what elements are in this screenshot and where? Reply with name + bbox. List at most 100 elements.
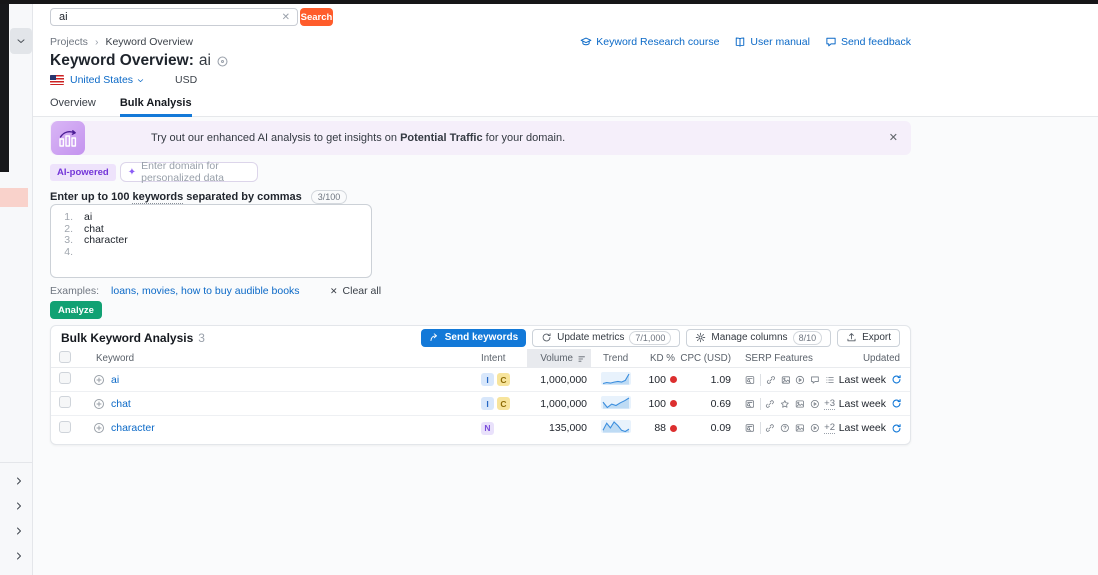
analyze-button[interactable]: Analyze bbox=[50, 301, 102, 319]
serp-divider bbox=[759, 422, 761, 434]
left-rail-dark-strip bbox=[0, 4, 9, 172]
row-checkbox[interactable] bbox=[59, 396, 71, 408]
send-feedback-link[interactable]: Send feedback bbox=[825, 36, 911, 48]
chart-doodle-icon bbox=[51, 121, 85, 155]
featured-snippet-icon bbox=[745, 399, 754, 408]
row-checkbox[interactable] bbox=[59, 420, 71, 433]
examples-label: Examples: bbox=[50, 285, 100, 297]
video-icon bbox=[796, 375, 805, 384]
banner-close-icon[interactable]: ✕ bbox=[888, 132, 898, 144]
bulk-keyword-analysis-panel: Bulk Keyword Analysis 3 Send keywords Up… bbox=[50, 325, 911, 445]
feedback-bubble-icon bbox=[826, 37, 836, 47]
serp-features[interactable]: +3 bbox=[735, 397, 836, 410]
intent-badge-navigational[interactable]: N bbox=[481, 421, 494, 435]
serp-features[interactable] bbox=[735, 373, 835, 386]
ai-powered-badge: AI-powered bbox=[50, 163, 116, 181]
sidebar-collapse-button[interactable] bbox=[10, 28, 32, 54]
refresh-icon bbox=[892, 375, 901, 384]
export-button[interactable]: Export bbox=[837, 328, 900, 347]
graduation-cap-icon bbox=[580, 37, 592, 46]
clear-icon: ✕ bbox=[330, 285, 338, 296]
table-body: ai I C 1,000,000 100 1.09 Last week chat I C 1,000… bbox=[51, 368, 910, 440]
chevron-right-icon bbox=[17, 527, 21, 535]
clear-search-icon[interactable]: ✕ bbox=[281, 12, 290, 23]
rail-expand-button-2[interactable] bbox=[12, 499, 26, 513]
keywords-term[interactable]: keywords bbox=[132, 190, 184, 204]
tab-overview[interactable]: Overview bbox=[50, 97, 96, 109]
col-keyword[interactable]: Keyword bbox=[96, 353, 135, 364]
intent-badge-informational[interactable]: I bbox=[481, 397, 494, 410]
circle-plus-icon bbox=[94, 423, 104, 433]
keyword-line: 1. ai bbox=[64, 211, 93, 223]
video-icon bbox=[810, 423, 819, 433]
intent-badge-informational[interactable]: I bbox=[481, 373, 494, 386]
updated-value: Last week bbox=[838, 422, 886, 434]
updated-value: Last week bbox=[838, 397, 886, 410]
cpc-value: 1.09 bbox=[710, 373, 731, 386]
breadcrumb-keyword-overview: Keyword Overview bbox=[105, 36, 193, 48]
cpc-value: 0.69 bbox=[710, 397, 731, 410]
trend-sparkline bbox=[602, 397, 630, 408]
featured-snippet-icon bbox=[745, 375, 755, 384]
rail-expand-button-4[interactable] bbox=[12, 549, 26, 563]
keywords-counter-badge: 3/100 bbox=[310, 190, 348, 204]
col-trend[interactable]: Trend bbox=[603, 353, 629, 364]
col-updated[interactable]: Updated bbox=[862, 353, 900, 364]
col-kd[interactable]: KD % bbox=[649, 353, 675, 364]
row-checkbox[interactable] bbox=[59, 372, 71, 384]
send-keywords-button[interactable]: Send keywords bbox=[420, 328, 527, 347]
serp-more-count[interactable]: +3 bbox=[824, 397, 836, 410]
keyword-line: 2. chat bbox=[64, 222, 104, 235]
manage-columns-button[interactable]: Manage columns 8/10 bbox=[686, 328, 832, 347]
chevron-down-icon bbox=[17, 39, 25, 43]
intent-badge-commercial[interactable]: C bbox=[497, 397, 510, 410]
breadcrumb-projects[interactable]: Projects bbox=[50, 36, 88, 48]
country-selector[interactable]: United States bbox=[70, 74, 145, 86]
keywords-textarea[interactable]: 1. ai 2. chat 3. character 4. bbox=[50, 204, 372, 278]
serp-more-count[interactable]: +2 bbox=[824, 422, 836, 434]
keyword-link[interactable]: ai bbox=[111, 373, 120, 386]
keyword-link[interactable]: character bbox=[111, 422, 155, 434]
book-icon bbox=[736, 37, 745, 47]
image-icon bbox=[781, 375, 790, 384]
image-icon bbox=[795, 399, 804, 408]
rail-expand-button-1[interactable] bbox=[12, 474, 26, 488]
kd-value: 88 bbox=[654, 422, 666, 434]
search-button[interactable]: Search bbox=[300, 8, 333, 26]
volume-value: 135,000 bbox=[549, 422, 587, 434]
serp-features[interactable]: +2 bbox=[735, 422, 836, 434]
kd-dot bbox=[670, 376, 677, 383]
link-icon bbox=[766, 399, 775, 408]
clear-all-button[interactable]: ✕ Clear all bbox=[330, 285, 382, 297]
domain-input[interactable]: ✦ Enter domain for personalized data bbox=[119, 160, 258, 184]
banner-text: Try out our enhanced AI analysis to get … bbox=[151, 132, 566, 144]
col-serp-features[interactable]: SERP Features bbox=[745, 353, 813, 364]
refresh-icon bbox=[892, 399, 901, 408]
keyword-research-course-link[interactable]: Keyword Research course bbox=[580, 36, 719, 48]
tab-bulk-analysis[interactable]: Bulk Analysis bbox=[119, 92, 192, 117]
chevron-down-icon bbox=[137, 78, 144, 82]
select-all-checkbox[interactable] bbox=[59, 351, 71, 363]
circle-plus-icon bbox=[94, 398, 104, 409]
kd-value: 100 bbox=[648, 373, 666, 386]
user-manual-link[interactable]: User manual bbox=[734, 36, 810, 48]
keyword-scope-icon[interactable] bbox=[216, 55, 229, 68]
kd-dot bbox=[670, 424, 677, 432]
tab-bar: Overview Bulk Analysis bbox=[33, 92, 1098, 117]
col-cpc[interactable]: CPC (USD) bbox=[680, 353, 731, 364]
top-bar bbox=[0, 0, 1098, 4]
chevron-right-icon bbox=[17, 552, 21, 560]
rail-expand-button-3[interactable] bbox=[12, 524, 26, 538]
table-header: Keyword Intent Volume Trend KD % CPC (US… bbox=[51, 349, 910, 368]
intent-badge-commercial[interactable]: C bbox=[497, 373, 510, 386]
keywords-entry-label: Enter up to 100 keywords separated by co… bbox=[50, 190, 348, 204]
keyword-link[interactable]: chat bbox=[111, 397, 131, 410]
col-volume[interactable]: Volume bbox=[527, 349, 591, 368]
breadcrumb-separator: › bbox=[94, 36, 99, 48]
table-row: ai I C 1,000,000 100 1.09 Last week bbox=[51, 368, 910, 392]
sparkle-icon: ✦ bbox=[127, 166, 137, 178]
search-input[interactable]: ai ✕ bbox=[50, 8, 298, 26]
examples-links[interactable]: loans, movies, how to buy audible books bbox=[111, 285, 300, 297]
update-metrics-button[interactable]: Update metrics 7/1,000 bbox=[532, 328, 681, 347]
col-intent[interactable]: Intent bbox=[481, 353, 506, 364]
